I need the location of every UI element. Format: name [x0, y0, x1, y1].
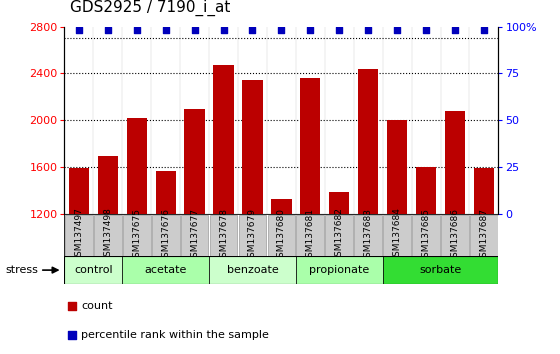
Text: GSM137497: GSM137497	[74, 207, 83, 263]
Text: GSM137682: GSM137682	[335, 207, 344, 263]
Bar	[325, 215, 353, 256]
Bar	[271, 199, 292, 214]
Text: GSM137678: GSM137678	[219, 207, 228, 263]
Text: GSM137676: GSM137676	[161, 207, 170, 263]
Bar	[474, 169, 494, 214]
Point	[190, 28, 199, 33]
Text: sorbate: sorbate	[419, 265, 461, 275]
Text: GDS2925 / 7190_i_at: GDS2925 / 7190_i_at	[70, 0, 230, 16]
Text: count: count	[81, 301, 113, 311]
Bar	[268, 215, 295, 256]
Bar	[329, 193, 349, 214]
Text: GSM137675: GSM137675	[132, 207, 141, 263]
Bar	[412, 215, 440, 256]
Point	[450, 28, 459, 33]
Text: GSM137680: GSM137680	[277, 207, 286, 263]
Text: propionate: propionate	[309, 265, 370, 275]
Point	[348, 150, 357, 155]
Bar	[94, 215, 122, 256]
Point	[422, 28, 431, 33]
Bar	[358, 69, 379, 214]
Bar	[184, 109, 205, 214]
Bar	[181, 215, 208, 256]
Bar	[65, 215, 93, 256]
Bar	[445, 111, 465, 214]
Text: GSM137687: GSM137687	[479, 207, 488, 263]
Point	[479, 28, 488, 33]
Text: GSM137684: GSM137684	[393, 207, 402, 263]
Point	[161, 28, 170, 33]
Point	[219, 28, 228, 33]
Bar	[470, 215, 498, 256]
Text: stress: stress	[6, 265, 39, 275]
Text: benzoate: benzoate	[227, 265, 278, 275]
Bar	[64, 256, 122, 284]
Text: GSM137498: GSM137498	[103, 207, 113, 263]
Bar	[213, 65, 234, 214]
Text: GSM137686: GSM137686	[450, 207, 460, 263]
Point	[132, 28, 141, 33]
Text: GSM137681: GSM137681	[306, 207, 315, 263]
Text: acetate: acetate	[144, 265, 187, 275]
Bar	[156, 171, 176, 214]
Bar	[383, 215, 411, 256]
Point	[277, 28, 286, 33]
Bar	[296, 215, 324, 256]
Text: GSM137677: GSM137677	[190, 207, 199, 263]
Bar	[123, 215, 151, 256]
Bar	[69, 169, 89, 214]
Text: GSM137679: GSM137679	[248, 207, 257, 263]
Point	[335, 28, 344, 33]
Point	[103, 28, 112, 33]
Point	[364, 28, 373, 33]
Bar	[416, 167, 436, 214]
Bar	[127, 118, 147, 214]
Bar	[354, 215, 382, 256]
Text: GSM137685: GSM137685	[422, 207, 431, 263]
Point	[248, 28, 257, 33]
Bar	[242, 80, 263, 214]
Bar	[239, 215, 267, 256]
Point	[393, 28, 402, 33]
Point	[74, 28, 83, 33]
Bar	[152, 215, 180, 256]
Bar	[382, 256, 498, 284]
Text: control: control	[74, 265, 113, 275]
Bar	[300, 78, 320, 214]
Text: GSM137683: GSM137683	[363, 207, 373, 263]
Bar	[441, 215, 469, 256]
Bar	[209, 215, 237, 256]
Bar	[97, 155, 118, 214]
Text: percentile rank within the sample: percentile rank within the sample	[81, 331, 269, 341]
Bar	[296, 256, 382, 284]
Bar	[122, 256, 209, 284]
Bar	[387, 120, 407, 214]
Bar	[209, 256, 296, 284]
Point	[306, 28, 315, 33]
